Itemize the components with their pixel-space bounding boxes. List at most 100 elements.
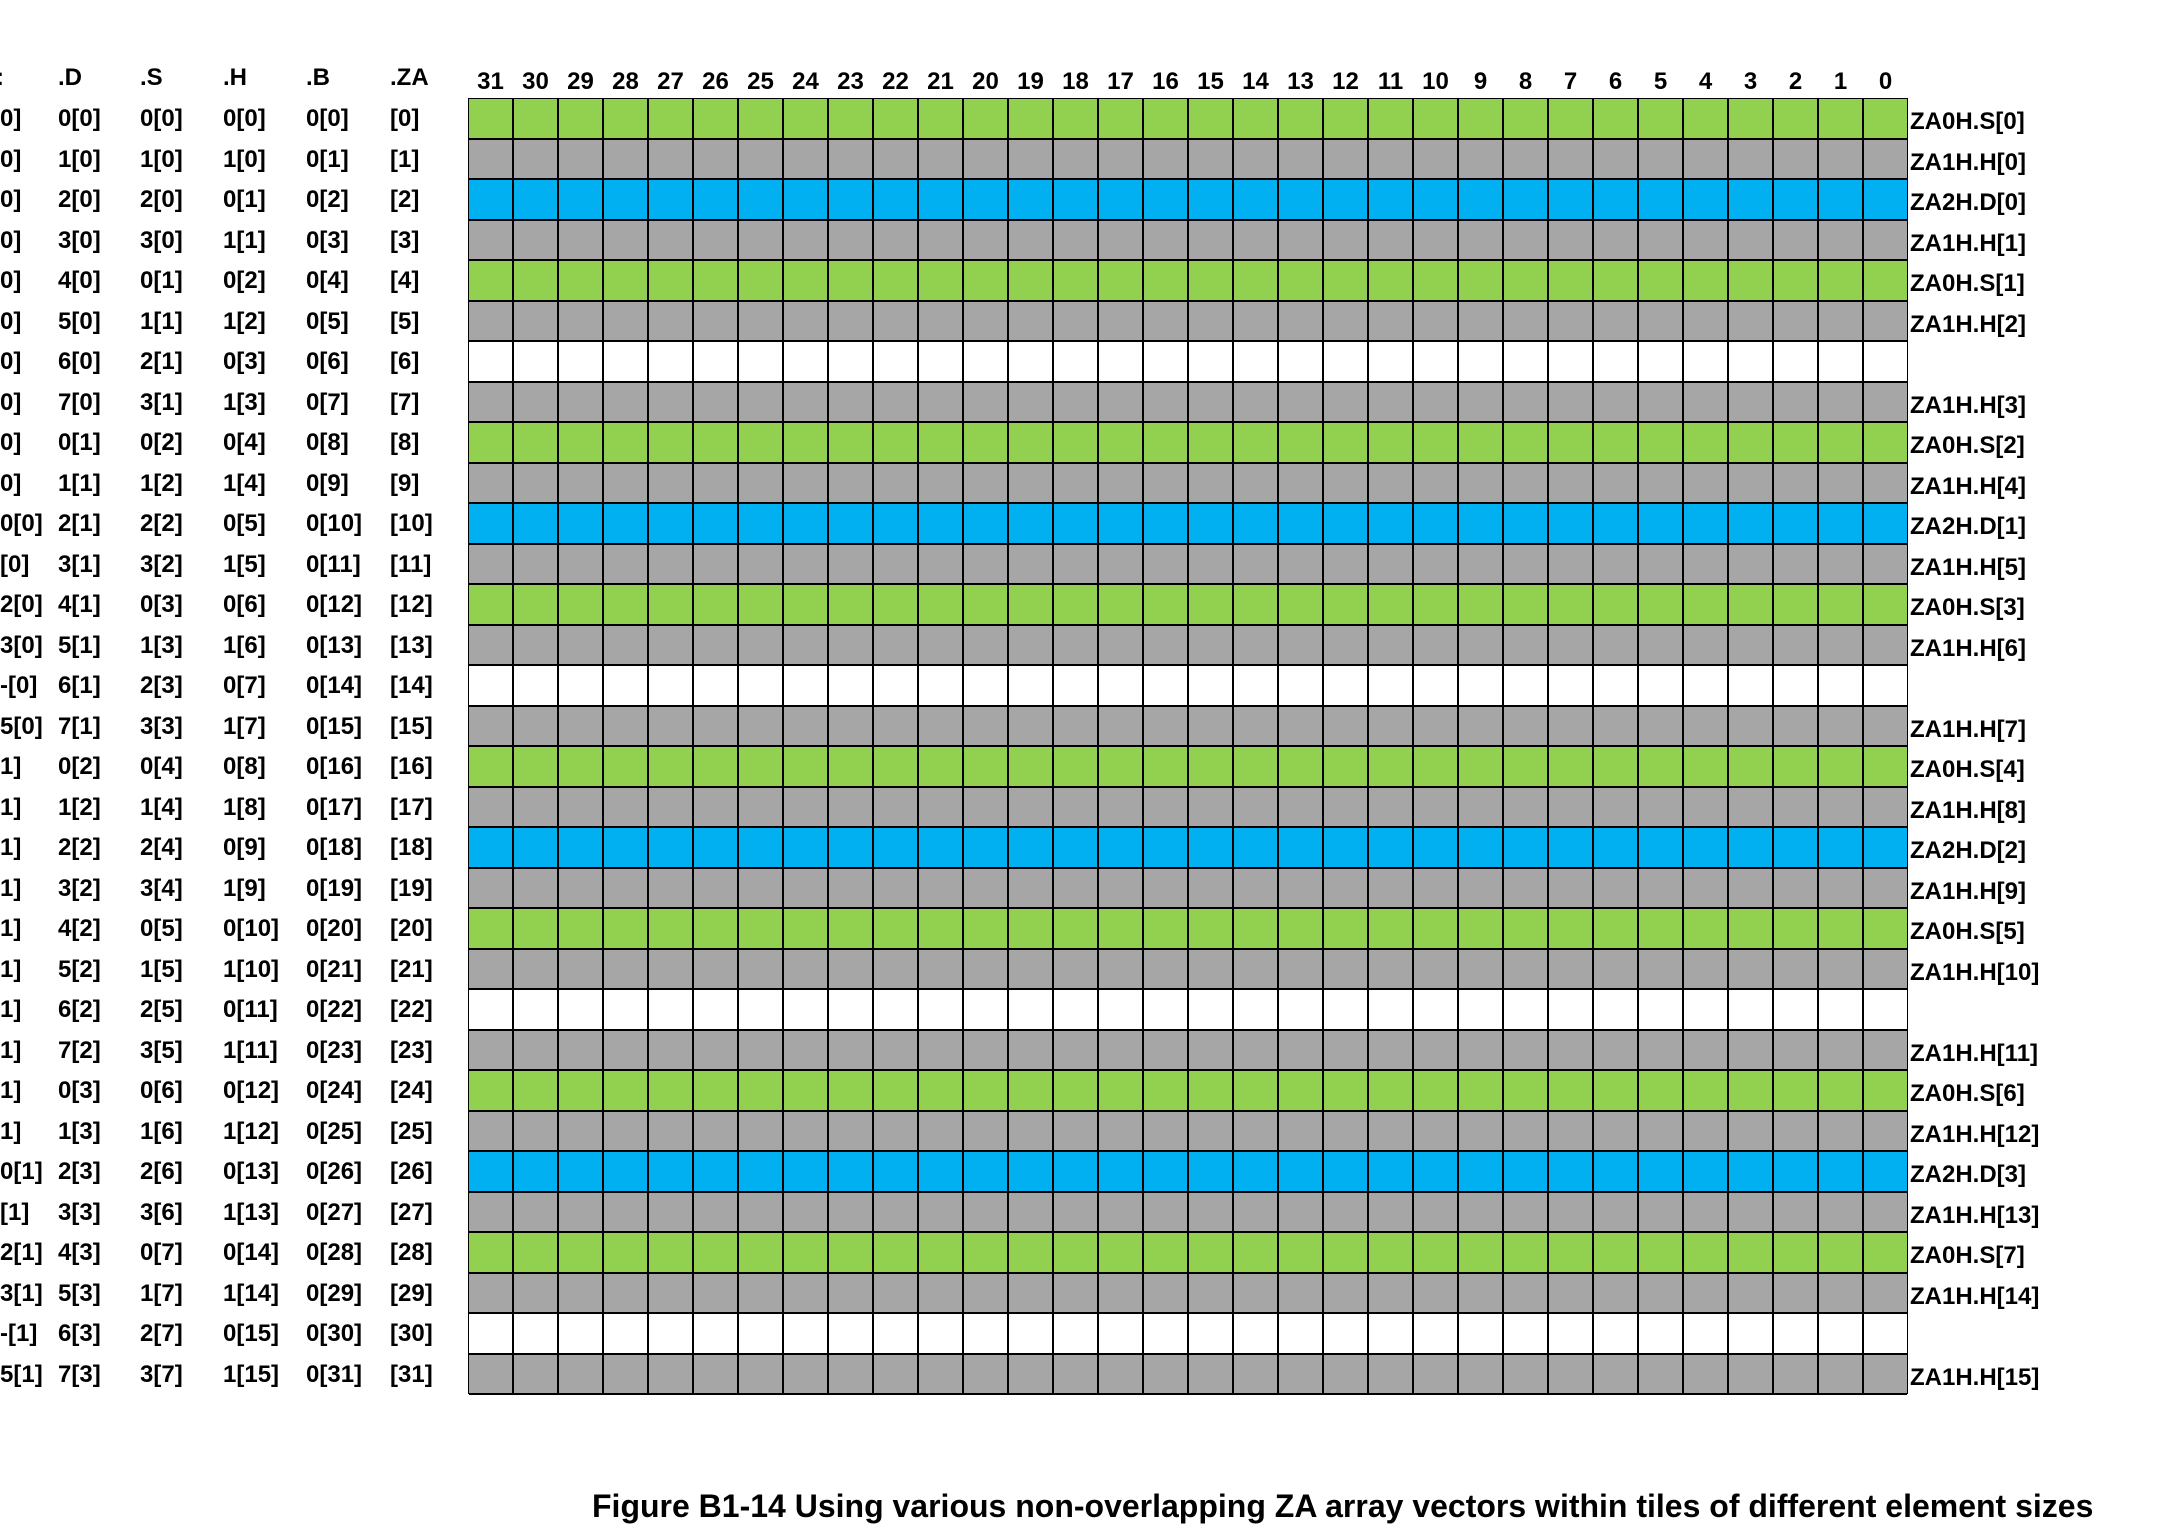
grid-cell	[1234, 1192, 1279, 1233]
grid-cell	[919, 1354, 964, 1395]
grid-cell	[1504, 706, 1549, 747]
index-d: 2[1]	[58, 510, 101, 537]
grid-cell	[1729, 909, 1774, 950]
grid-cell	[1279, 666, 1324, 707]
grid-cell	[1549, 949, 1594, 990]
grid-cell	[1459, 625, 1504, 666]
grid-cell	[829, 382, 874, 423]
grid-cell	[559, 909, 604, 950]
grid-cell	[1639, 787, 1684, 828]
grid-cell	[919, 342, 964, 383]
grid-cell	[964, 1273, 1009, 1314]
grid-cell	[964, 747, 1009, 788]
grid-cell	[1729, 1030, 1774, 1071]
grid-cell	[739, 261, 784, 302]
grid-cell	[739, 990, 784, 1031]
index-za: [28]	[390, 1239, 433, 1266]
grid-cell	[1504, 1354, 1549, 1395]
grid-cell	[784, 1071, 829, 1112]
grid-cell	[919, 139, 964, 180]
grid-cell	[829, 1030, 874, 1071]
grid-cell	[1009, 99, 1054, 140]
bit-header: 24	[792, 68, 819, 95]
grid-cell	[1414, 625, 1459, 666]
grid-cell	[1009, 909, 1054, 950]
grid-cell	[919, 261, 964, 302]
grid-cell	[1864, 990, 1907, 1031]
grid-cell	[1369, 706, 1414, 747]
grid-cell	[1459, 382, 1504, 423]
grid-cell	[1144, 1314, 1189, 1355]
grid-row	[469, 1354, 1907, 1395]
grid-cell	[1324, 787, 1369, 828]
grid-cell	[1369, 1273, 1414, 1314]
grid-cell	[1189, 666, 1234, 707]
grid-cell	[1054, 1233, 1099, 1274]
grid-cell	[1369, 220, 1414, 261]
grid-cell	[1864, 1314, 1907, 1355]
grid-cell	[919, 868, 964, 909]
grid-cell	[1549, 990, 1594, 1031]
grid-cell	[1459, 949, 1504, 990]
grid-cell	[1504, 99, 1549, 140]
grid-cell	[1864, 949, 1907, 990]
grid-cell	[874, 423, 919, 464]
grid-cell	[829, 1273, 874, 1314]
grid-cell	[604, 504, 649, 545]
grid-cell	[1774, 585, 1819, 626]
grid-cell	[1819, 180, 1864, 221]
grid-cell	[1549, 787, 1594, 828]
grid-cell	[469, 504, 514, 545]
grid-cell	[559, 949, 604, 990]
grid-cell	[1234, 301, 1279, 342]
tile-slice-label: ZA1H.H[10]	[1910, 958, 2040, 986]
grid-cell	[1144, 625, 1189, 666]
grid-cell	[1684, 180, 1729, 221]
grid-cell	[829, 463, 874, 504]
grid-cell	[1324, 463, 1369, 504]
grid-cell	[1684, 949, 1729, 990]
index-q: 0]	[0, 105, 22, 132]
tile-slice-label: ZA0H.S[7]	[1910, 1242, 2025, 1269]
grid-cell	[1369, 1152, 1414, 1193]
index-d: 5[1]	[58, 631, 101, 659]
grid-cell	[1144, 99, 1189, 140]
grid-cell	[1009, 1030, 1054, 1071]
index-za: [25]	[390, 1117, 433, 1145]
bit-header: 27	[657, 68, 684, 95]
grid-cell	[1279, 747, 1324, 788]
grid-cell	[1549, 382, 1594, 423]
grid-cell	[1054, 666, 1099, 707]
grid-cell	[919, 1030, 964, 1071]
grid-cell	[1819, 1192, 1864, 1233]
grid-cell	[1189, 747, 1234, 788]
grid-cell	[1819, 382, 1864, 423]
grid-cell	[964, 220, 1009, 261]
grid-row	[469, 342, 1907, 383]
index-h: 0[12]	[223, 1077, 280, 1104]
grid-cell	[1234, 1030, 1279, 1071]
grid-cell	[1594, 706, 1639, 747]
grid-cell	[1774, 1314, 1819, 1355]
index-s: 1[2]	[140, 469, 183, 497]
grid-row	[469, 261, 1907, 302]
grid-cell	[649, 261, 694, 302]
grid-cell	[919, 423, 964, 464]
index-h: 0[11]	[223, 996, 278, 1023]
grid-cell	[1144, 139, 1189, 180]
grid-cell	[1549, 463, 1594, 504]
bit-header: 30	[522, 68, 549, 95]
grid-cell	[1549, 180, 1594, 221]
grid-cell	[514, 585, 559, 626]
grid-cell	[1099, 1273, 1144, 1314]
grid-cell	[559, 1030, 604, 1071]
grid-cell	[1324, 625, 1369, 666]
grid-cell	[1864, 747, 1907, 788]
tile-slice-label: ZA2H.D[0]	[1910, 189, 2027, 216]
grid-cell	[1819, 504, 1864, 545]
grid-cell	[559, 261, 604, 302]
grid-cell	[1099, 301, 1144, 342]
index-b: 0[5]	[306, 307, 349, 335]
index-s: 3[2]	[140, 550, 183, 578]
index-s: 2[6]	[140, 1158, 183, 1185]
